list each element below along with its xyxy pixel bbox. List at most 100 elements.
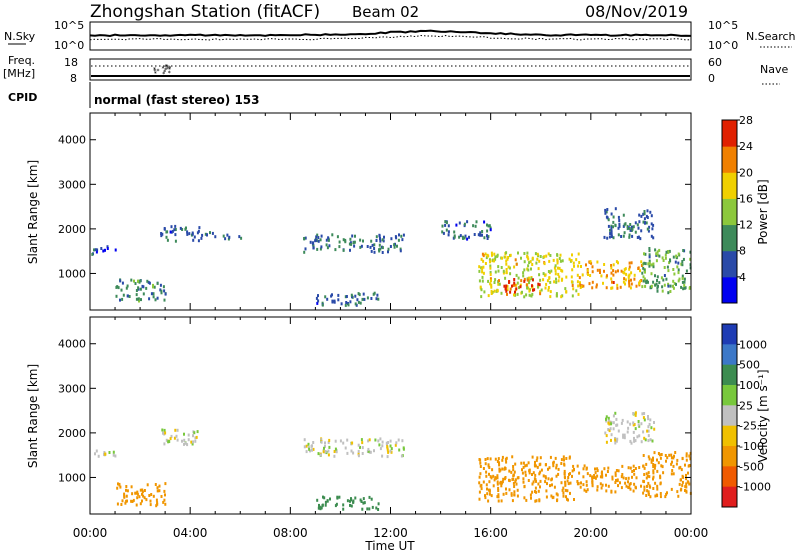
echo-cell	[397, 438, 400, 442]
echo-cell	[646, 474, 649, 478]
echo-cell	[675, 462, 678, 466]
echo-cell	[644, 284, 647, 288]
echo-cell	[623, 231, 626, 235]
echo-cell	[539, 255, 542, 258]
echo-cell	[638, 466, 641, 469]
echo-cell	[466, 220, 469, 224]
echo-cell	[484, 262, 487, 265]
echo-cell	[552, 460, 555, 464]
echo-cell	[571, 469, 574, 473]
echo-cell	[139, 279, 142, 283]
echo-cell	[638, 213, 641, 217]
echo-cell	[525, 283, 528, 287]
colorbar-tick-label: 8	[739, 245, 746, 258]
echo-cell	[503, 467, 506, 471]
echo-cell	[198, 226, 201, 230]
echo-cell	[667, 250, 670, 254]
echo-cell	[555, 294, 558, 298]
echo-cell	[585, 489, 588, 493]
echo-cell	[520, 279, 523, 283]
echo-cell	[327, 236, 330, 240]
echo-cell	[401, 238, 404, 242]
echo-cell	[345, 301, 348, 304]
echo-cell	[378, 243, 381, 247]
echo-cell	[664, 495, 667, 499]
echo-cell	[675, 256, 678, 260]
echo-cell	[496, 495, 499, 499]
echo-cell	[389, 439, 392, 443]
echo-cell	[576, 280, 579, 284]
freq-tick-bottom: 8	[70, 72, 77, 85]
colorbar-tick-label: -1000	[739, 481, 771, 494]
echo-cell	[539, 278, 542, 282]
echo-cell	[152, 494, 155, 498]
echo-cell	[400, 454, 403, 458]
echo-cell	[502, 492, 505, 496]
echo-cell	[642, 212, 645, 216]
echo-cell	[639, 279, 642, 283]
echo-cell	[667, 284, 670, 288]
echo-cell	[357, 449, 360, 453]
echo-cell	[622, 213, 625, 217]
echo-cell	[628, 284, 631, 288]
echo-cell	[545, 282, 548, 286]
echo-cell	[606, 236, 609, 240]
echo-cell	[121, 281, 124, 285]
echo-cell	[114, 248, 117, 252]
nave-mark: *	[154, 71, 157, 78]
echo-cell	[193, 235, 196, 239]
echo-cell	[644, 262, 647, 266]
echo-cell	[481, 233, 483, 237]
echo-cell	[326, 499, 329, 503]
echo-cell	[95, 449, 98, 453]
echo-cell	[491, 253, 493, 257]
echo-cell	[617, 269, 619, 273]
echo-cell	[191, 232, 194, 236]
velocity-echo-cells	[94, 411, 692, 511]
echo-cell	[655, 253, 658, 257]
echo-cell	[505, 262, 508, 266]
echo-cell	[536, 465, 539, 469]
echo-cell	[614, 473, 617, 477]
echo-cell	[591, 270, 594, 274]
echo-cell	[664, 253, 667, 257]
echo-cell	[539, 470, 542, 474]
echo-cell	[600, 486, 603, 490]
echo-cell	[616, 283, 619, 287]
echo-cell	[498, 282, 501, 286]
echo-cell	[620, 421, 623, 425]
echo-cell	[444, 220, 447, 224]
echo-cell	[188, 232, 191, 236]
echo-cell	[320, 245, 323, 249]
echo-cell	[668, 249, 671, 253]
echo-cell	[656, 289, 659, 293]
echo-cell	[639, 269, 641, 273]
echo-cell	[642, 266, 645, 270]
echo-cell	[163, 428, 166, 432]
echo-cell	[677, 261, 680, 265]
nave-mark: *	[153, 68, 156, 75]
echo-cell	[486, 492, 489, 496]
echo-cell	[529, 493, 532, 497]
echo-cell	[531, 256, 534, 260]
echo-cell	[612, 281, 615, 284]
echo-cell	[160, 234, 163, 238]
echo-cell	[642, 275, 645, 279]
echo-cell	[176, 438, 179, 442]
echo-cell	[159, 283, 162, 287]
echo-cell	[511, 499, 514, 503]
echo-cell	[367, 449, 370, 453]
echo-cell	[375, 297, 378, 301]
echo-cell	[562, 486, 565, 490]
echo-cell	[634, 467, 637, 470]
echo-cell	[507, 256, 510, 259]
echo-cell	[641, 285, 644, 289]
echo-cell	[398, 233, 400, 237]
echo-cell	[554, 264, 557, 268]
echo-cell	[666, 456, 669, 460]
echo-cell	[672, 255, 675, 259]
echo-cell	[534, 252, 537, 256]
echo-cell	[588, 282, 591, 286]
noise-search-line	[89, 34, 692, 41]
